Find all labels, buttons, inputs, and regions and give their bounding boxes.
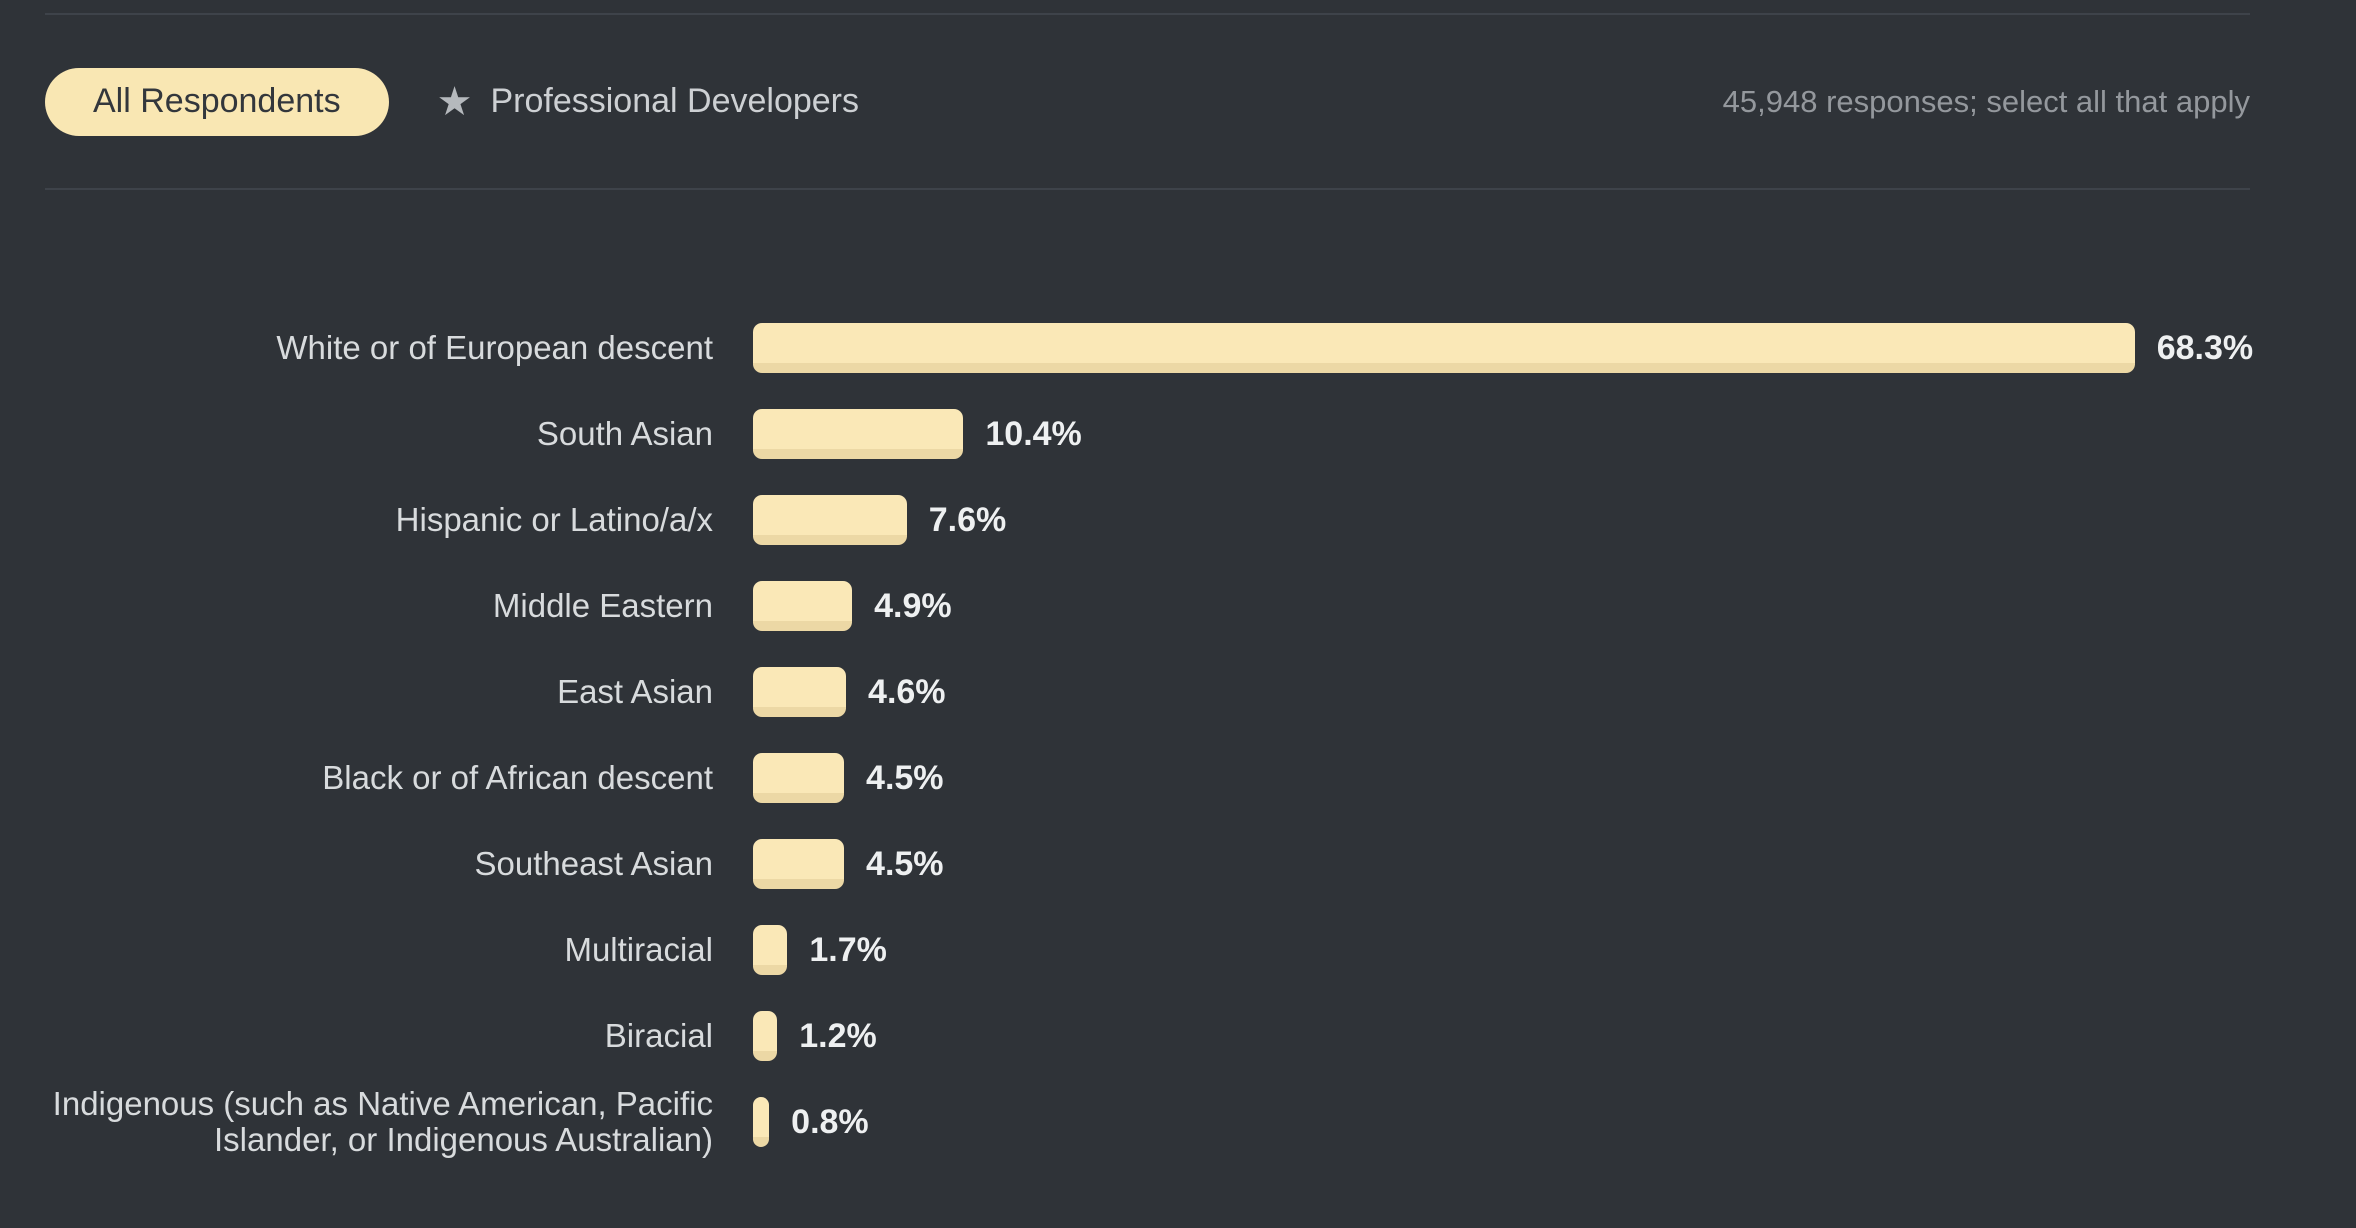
category-label: Biracial — [604, 1016, 713, 1054]
category-label: Southeast Asian — [474, 844, 713, 882]
bar-track: 7.6% — [753, 495, 2250, 545]
bar-track: 4.5% — [753, 839, 2250, 889]
value-label: 68.3% — [2156, 328, 2254, 367]
bar-track: 68.3% — [753, 323, 2254, 373]
value-label: 4.6% — [868, 672, 946, 711]
value-label: 4.5% — [866, 844, 944, 883]
bar — [753, 1011, 778, 1061]
category-label: East Asian — [557, 672, 713, 710]
bar — [753, 323, 2135, 373]
category-label: Hispanic or Latino/a/x — [395, 500, 713, 538]
category-label: Multiracial — [564, 930, 713, 968]
chart-row: Indigenous (such as Native American, Pac… — [45, 1079, 2250, 1165]
value-label: 4.5% — [866, 758, 944, 797]
bar — [753, 581, 853, 631]
chart-header: All Respondents ★ Professional Developer… — [45, 15, 2250, 188]
bar — [753, 753, 845, 803]
tab-professional-developers[interactable]: ★ Professional Developers — [437, 82, 859, 122]
bar-track: 4.5% — [753, 753, 2250, 803]
value-label: 1.7% — [809, 930, 887, 969]
chart-row: Middle Eastern 4.9% — [45, 563, 2250, 649]
value-label: 1.2% — [799, 1016, 877, 1055]
bar-track: 10.4% — [753, 409, 2250, 459]
chart-row: Southeast Asian 4.5% — [45, 821, 2250, 907]
chart-row: Black or of African descent 4.5% — [45, 735, 2250, 821]
bar-chart: White or of European descent 68.3% South A… — [45, 190, 2254, 1165]
category-label: Indigenous (such as Native American, Pac… — [52, 1084, 713, 1158]
tab-professional-developers-label: Professional Developers — [490, 82, 859, 120]
bar — [753, 409, 964, 459]
bar — [753, 495, 907, 545]
top-divider — [45, 13, 2250, 15]
chart-row: South Asian 10.4% — [45, 391, 2250, 477]
value-label: 0.8% — [791, 1102, 869, 1141]
bar-track: 4.6% — [753, 667, 2250, 717]
bar-track: 1.2% — [753, 1011, 2250, 1061]
bar — [753, 925, 788, 975]
category-label: White or of European descent — [276, 328, 713, 366]
tab-all-respondents[interactable]: All Respondents — [45, 67, 389, 136]
bar-track: 1.7% — [753, 925, 2250, 975]
category-label: Middle Eastern — [492, 586, 713, 624]
bar — [753, 1097, 770, 1147]
bar-track: 4.9% — [753, 581, 2250, 631]
category-label: Black or of African descent — [322, 758, 713, 796]
chart-row: Multiracial 1.7% — [45, 907, 2250, 993]
chart-row: Hispanic or Latino/a/x 7.6% — [45, 477, 2250, 563]
bar — [753, 839, 845, 889]
header-divider — [45, 188, 2250, 190]
bar-track: 0.8% — [753, 1097, 2250, 1147]
category-label: South Asian — [536, 414, 713, 452]
responses-note: 45,948 responses; select all that apply — [1722, 83, 2250, 119]
chart-row: East Asian 4.6% — [45, 649, 2250, 735]
top-spacer — [45, 0, 2250, 13]
value-label: 7.6% — [928, 500, 1007, 539]
value-label: 4.9% — [874, 586, 952, 625]
value-label: 10.4% — [985, 414, 1082, 453]
chart-row: White or of European descent 68.3% — [45, 305, 2254, 391]
bar — [753, 667, 847, 717]
chart-row: Biracial 1.2% — [45, 993, 2250, 1079]
star-icon: ★ — [436, 79, 473, 124]
